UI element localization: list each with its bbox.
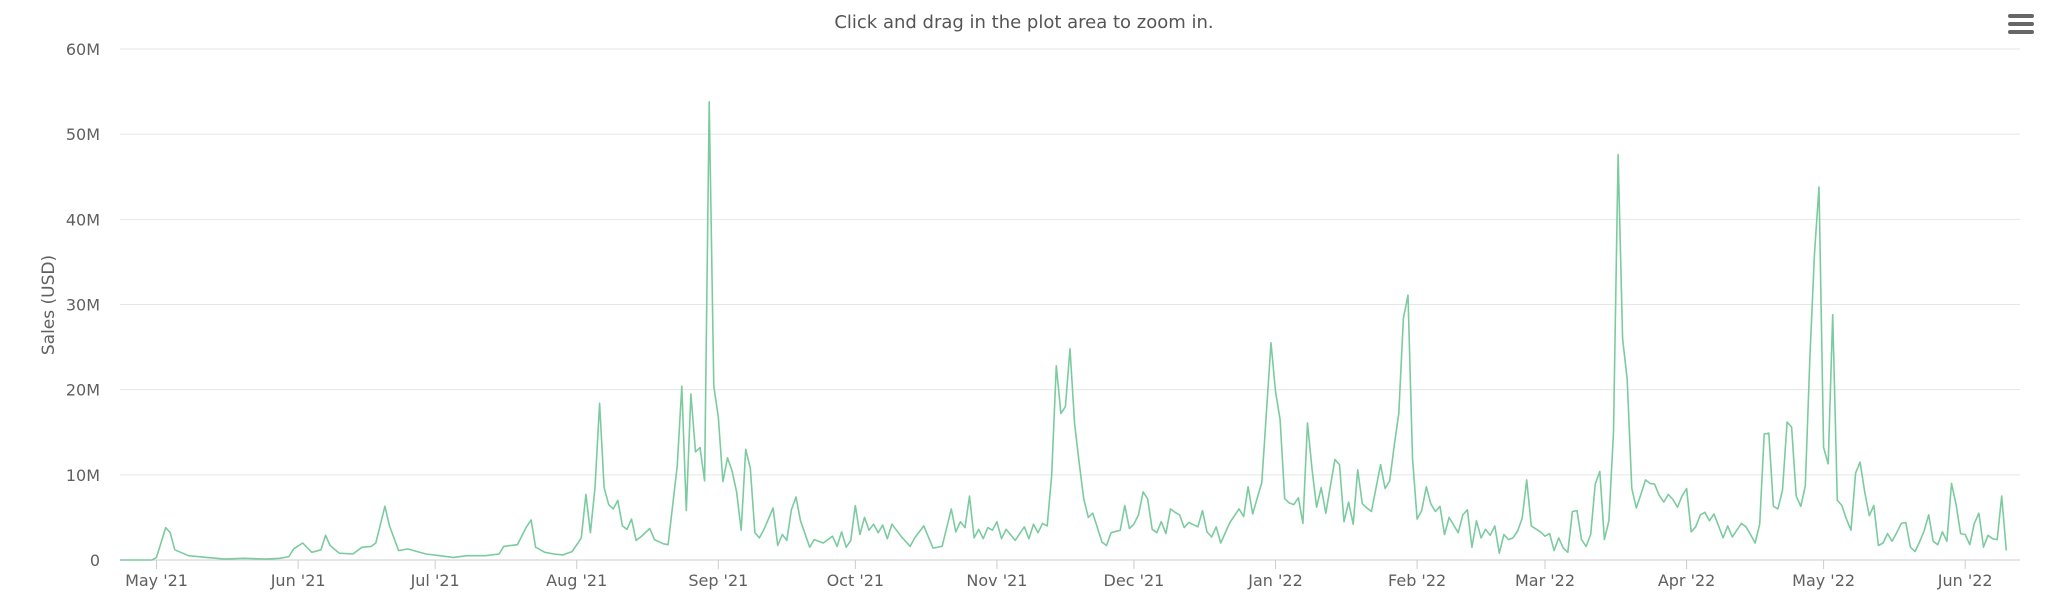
y-tick-label: 50M <box>66 125 100 144</box>
hamburger-menu-icon[interactable] <box>2008 14 2034 38</box>
x-tick-label: Apr '22 <box>1658 571 1716 590</box>
x-tick-label: Nov '21 <box>966 571 1027 590</box>
grid-lines <box>120 48 2020 561</box>
y-tick-label: 40M <box>66 210 100 229</box>
zoom-hint: Click and drag in the plot area to zoom … <box>834 12 1214 33</box>
y-tick-label: 0 <box>90 551 100 570</box>
x-tick-label: Jun '21 <box>270 571 326 590</box>
x-tick-label: Jan '22 <box>1247 571 1303 590</box>
plot-background[interactable] <box>120 49 2020 560</box>
x-tick-label: Jul '21 <box>410 571 460 590</box>
y-tick-label: 20M <box>66 381 100 400</box>
x-axis: May '21 Jun '21 Jul '21 Aug '21 Sep '21 Oct '… <box>125 560 1993 590</box>
x-tick-label: May '22 <box>1792 571 1855 590</box>
x-tick-label: May '21 <box>125 571 188 590</box>
y-axis-title: Sales (USD) <box>39 255 59 355</box>
x-tick-label: Aug '21 <box>546 571 607 590</box>
y-tick-label: 60M <box>66 40 100 59</box>
y-tick-label: 10M <box>66 466 100 485</box>
series-line[interactable] <box>120 101 2008 561</box>
plot-area[interactable] <box>120 49 2020 561</box>
y-axis: 0 10M 20M 30M 40M 50M 60M <box>66 40 100 570</box>
x-tick-label: Oct '21 <box>827 571 885 590</box>
x-tick-label: Dec '21 <box>1104 571 1165 590</box>
x-tick-label: Sep '21 <box>688 571 748 590</box>
x-tick-label: Jun '22 <box>1937 571 1993 590</box>
x-tick-label: Feb '22 <box>1388 571 1446 590</box>
x-tick-label: Mar '22 <box>1515 571 1575 590</box>
y-tick-label: 30M <box>66 296 100 315</box>
